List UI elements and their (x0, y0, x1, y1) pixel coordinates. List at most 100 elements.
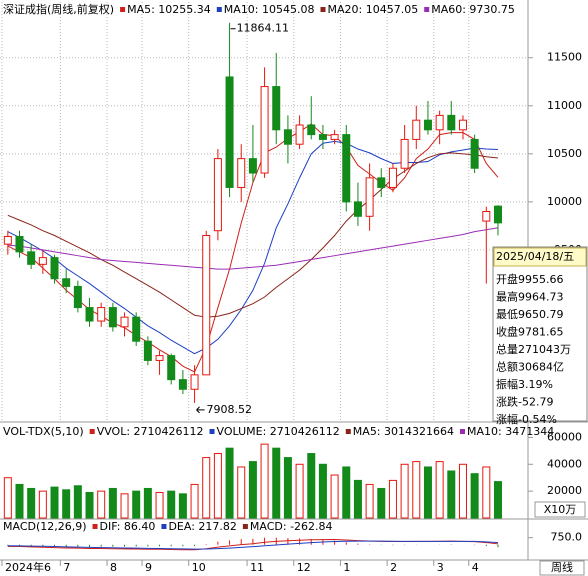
candle-body (3, 235, 12, 245)
info-row: 收盘9781.65 (496, 325, 564, 339)
info-row: 涨幅-0.54% (496, 413, 557, 426)
candle-body (50, 257, 59, 280)
candle-body (97, 307, 106, 322)
info-row: 涨跌-52.79 (496, 395, 553, 409)
info-label: 收盘 (496, 325, 518, 339)
volume-bar (15, 483, 24, 519)
legend-swatch (209, 429, 215, 434)
info-row: 总额30684亿 (496, 360, 564, 374)
legend-entry: MA5: 10255.34 (127, 3, 211, 16)
candle-body (132, 316, 141, 342)
volume-bar (97, 490, 106, 519)
volume-bar (3, 477, 12, 519)
candle-body (213, 158, 222, 232)
volume-bar (85, 491, 94, 519)
y-tick-label: 750.0 (551, 531, 583, 544)
unit-label: X10万 (544, 503, 577, 516)
legend-entry: VVOL: 2710426112 (97, 425, 204, 438)
volume-bar (213, 453, 222, 519)
candle-body (458, 119, 467, 131)
candle-body (412, 119, 421, 140)
volume-bar (108, 487, 117, 519)
volume-bar (155, 491, 164, 519)
legend-swatch (424, 7, 430, 12)
volume-bar (435, 461, 444, 519)
y-tick-label: 60000 (547, 430, 582, 443)
legend-swatch (242, 524, 248, 529)
line-series (7, 227, 499, 270)
volume-bar (295, 463, 304, 519)
y-tick-label: 10500 (547, 147, 582, 160)
candle-body (400, 138, 409, 169)
volume-bar (27, 487, 36, 519)
volume-bar (237, 466, 246, 519)
panel-title: MACD(12,26,9) (3, 520, 87, 533)
legend-entry: MA20: 10457.05 (328, 3, 419, 16)
info-background (492, 246, 588, 422)
x-tick-label: 2 (390, 561, 397, 574)
volume-bar (330, 474, 339, 519)
y-tick-label: 20000 (547, 484, 582, 497)
legend-entry: MA10: 3471344 (467, 425, 554, 438)
legend-swatch (320, 7, 326, 12)
candle-body (272, 86, 281, 131)
candle-body (377, 177, 386, 188)
candle-body (178, 379, 187, 390)
volume-bar (412, 461, 421, 519)
candle-body (15, 235, 24, 253)
volume-bar (260, 443, 269, 519)
candle-body (155, 355, 164, 361)
candle-body (108, 307, 117, 328)
y-tick-label: 11000 (547, 99, 582, 112)
volume-bar (307, 453, 316, 519)
legend-entry: MA60: 9730.75 (431, 3, 515, 16)
volume-bar (365, 483, 374, 519)
candle-body (307, 124, 316, 136)
info-value: 9650.79 (518, 308, 564, 321)
volume-bar (143, 487, 152, 519)
y-tick-label: 10000 (547, 195, 582, 208)
volume-bar (167, 490, 176, 519)
volume-bar (342, 466, 351, 519)
legend-entry: MA10: 10545.08 (224, 3, 315, 16)
candle-body (330, 134, 339, 140)
volume-bar (225, 447, 234, 519)
info-row: 总量271043万 (496, 342, 571, 356)
x-tick-label: 10 (192, 561, 206, 574)
x-tick-label: 12 (297, 561, 311, 574)
x-tick-label: 3 (437, 561, 444, 574)
volume-bar (458, 463, 467, 519)
volume-bar (400, 463, 409, 519)
y-tick-label: 11500 (547, 51, 582, 64)
legend-entry: MA5: 3014321664 (353, 425, 454, 438)
volume-bar (178, 493, 187, 519)
volume-bar (353, 479, 362, 519)
info-value: 9781.65 (518, 326, 564, 339)
candle-body (353, 201, 362, 217)
info-label: 最高 (496, 290, 518, 304)
x-tick-label: 7 (63, 561, 70, 574)
volume-bar (132, 490, 141, 519)
volume-bar (190, 483, 199, 519)
candle-body (237, 158, 246, 188)
legend-entry: DEA: 217.82 (168, 520, 236, 533)
candle-body (423, 119, 432, 131)
candle-body (388, 167, 397, 188)
candle-body (493, 205, 502, 224)
line-series (7, 540, 499, 550)
info-row: 开盘9955.66 (496, 272, 564, 286)
candle-body (225, 76, 234, 188)
legend-swatch (89, 429, 95, 434)
candle-body (470, 138, 479, 169)
candle-body (295, 124, 304, 145)
volume-bar (388, 479, 397, 519)
candle-body (27, 251, 36, 265)
y-tick-label: 40000 (547, 457, 582, 470)
legend-entry: MACD: -262.84 (250, 520, 333, 533)
candle-body (260, 86, 269, 174)
volume-bar (447, 470, 456, 519)
annotation-high: 11864.11 (237, 22, 290, 35)
candle-body (120, 316, 129, 328)
volume-bar (62, 489, 71, 519)
